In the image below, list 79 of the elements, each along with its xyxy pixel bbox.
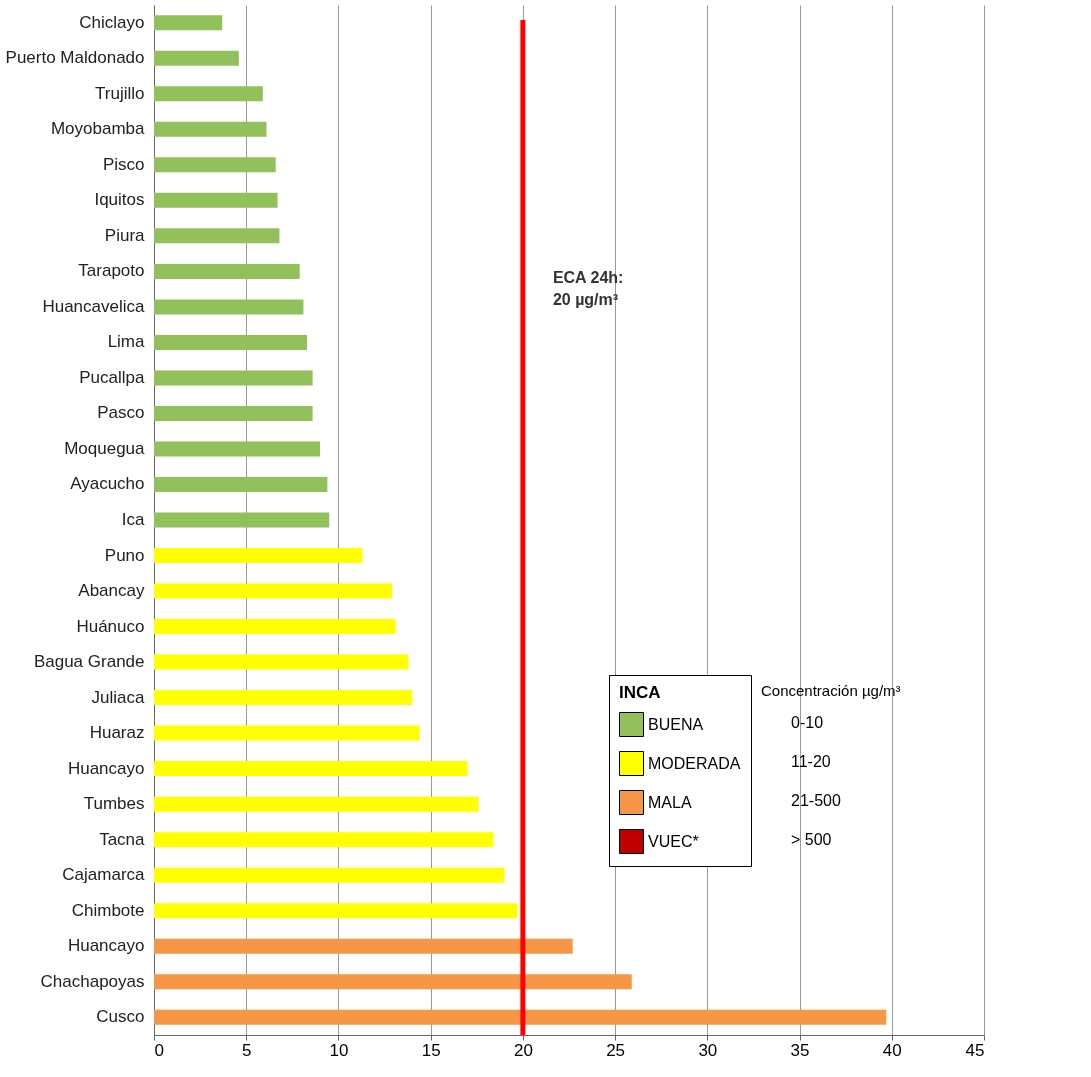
x-tick-label: 40 [882, 1040, 902, 1060]
bar [154, 796, 479, 812]
bar [154, 903, 518, 919]
x-tick-label: 25 [606, 1040, 626, 1060]
y-tick-label: Huancavelica [42, 296, 146, 316]
x-tick-label: 35 [790, 1040, 810, 1060]
x-tick-label: 10 [329, 1040, 349, 1060]
x-tick-label: 0 [154, 1040, 164, 1060]
y-tick-label: Trujillo [95, 83, 145, 103]
y-tick-label: Pasco [97, 403, 145, 423]
annotation: Concentración µg/m³ [761, 682, 901, 699]
bar [154, 121, 267, 137]
bar [154, 725, 420, 741]
y-tick-label: Puno [104, 545, 145, 565]
y-tick-label: Chachapoyas [40, 971, 145, 991]
bar [154, 974, 632, 990]
bar [154, 690, 413, 706]
y-tick-label: Tacna [99, 829, 146, 849]
annotation: 21-500 [791, 792, 841, 809]
bar [154, 512, 330, 528]
legend-label: MODERADA [648, 754, 741, 772]
bar [154, 761, 468, 777]
y-tick-label: Cusco [96, 1007, 145, 1027]
legend-title: INCA [619, 683, 661, 702]
y-tick-label: Chimbote [71, 900, 145, 920]
bar [154, 441, 320, 457]
legend-label: VUEC* [648, 832, 699, 850]
x-tick-label: 30 [698, 1040, 718, 1060]
bar [154, 157, 276, 173]
bar [154, 299, 304, 315]
bar [154, 15, 223, 31]
bar [154, 50, 239, 66]
legend-label: BUENA [648, 715, 704, 733]
bar [154, 583, 392, 599]
bar [154, 1009, 887, 1025]
bar [154, 263, 300, 279]
y-tick-label: Ayacucho [70, 474, 145, 494]
bar [154, 192, 278, 208]
y-tick-label: Moyobamba [50, 119, 146, 139]
legend-label: MALA [648, 793, 692, 811]
y-tick-label: Pisco [102, 154, 145, 174]
bar [154, 86, 263, 102]
y-tick-label: Iquitos [94, 190, 145, 210]
x-tick-label: 5 [241, 1040, 252, 1060]
y-tick-label: Tarapoto [78, 261, 145, 281]
bar [154, 405, 313, 421]
bar [154, 476, 328, 492]
annotation: 11-20 [791, 753, 831, 770]
y-tick-label: Huancayo [67, 758, 145, 778]
bar [154, 370, 313, 386]
ref-line-label: ECA 24h: 20 µg/m³ [552, 269, 624, 308]
y-tick-label: Pucallpa [79, 367, 146, 387]
bar [154, 832, 494, 848]
bar [154, 938, 573, 954]
bar [154, 334, 308, 350]
y-tick-label: Tumbes [83, 794, 145, 814]
y-tick-label: Piura [104, 225, 146, 245]
y-tick-label: Chiclayo [79, 12, 145, 32]
bar [154, 548, 363, 564]
annotation: 0-10 [791, 714, 824, 731]
y-tick-label: Bagua Grande [33, 652, 145, 672]
y-tick-label: Huancayo [67, 936, 145, 956]
y-tick-label: Huánuco [76, 616, 145, 636]
y-tick-label: Lima [107, 332, 146, 352]
y-tick-label: Cajamarca [62, 865, 146, 885]
bar [154, 619, 396, 635]
y-tick-label: Huaraz [89, 723, 145, 743]
bar [154, 654, 409, 670]
y-tick-label: Puerto Maldonado [5, 48, 145, 68]
y-tick-label: Juliaca [91, 687, 146, 707]
y-tick-label: Ica [121, 510, 146, 529]
y-tick-label: Moquegua [64, 438, 146, 458]
x-tick-label: 45 [965, 1040, 985, 1060]
x-tick-label: 15 [421, 1040, 441, 1060]
y-tick-label: Abancay [78, 581, 145, 601]
annotation: > 500 [791, 831, 832, 848]
bar [154, 228, 280, 244]
x-tick-label: 20 [513, 1040, 533, 1060]
bar [154, 867, 505, 883]
